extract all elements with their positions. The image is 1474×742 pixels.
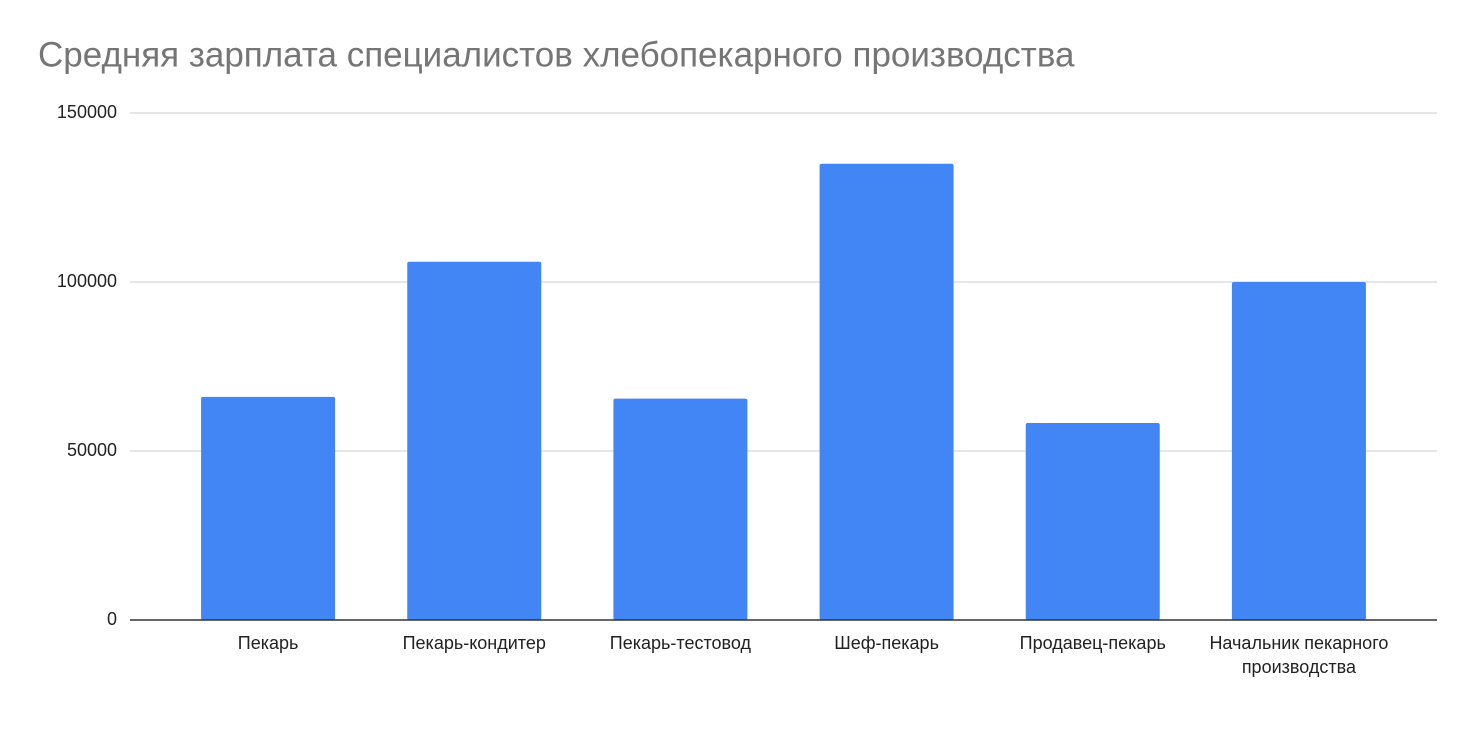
x-tick-label: Пекарь-тестовод (609, 633, 751, 653)
bar (1231, 282, 1366, 620)
x-tick-label: Пекарь-кондитер (402, 633, 546, 653)
chart-title: Средняя зарплата специалистов хлебопекар… (38, 35, 1075, 74)
x-tick-label: Пекарь (237, 633, 299, 653)
bar (613, 398, 748, 620)
x-tick-label: Шеф-пекарь (834, 633, 939, 653)
bar (819, 163, 954, 620)
y-tick-label: 100000 (57, 271, 117, 291)
bar (201, 396, 336, 620)
y-tick-label: 50000 (67, 440, 117, 460)
x-tick-label: Продавец-пекарь (1019, 633, 1166, 653)
y-tick-label: 150000 (57, 102, 117, 122)
bar (1025, 422, 1160, 620)
x-tick-label: Начальник пекарного производства (1209, 633, 1389, 677)
bar (407, 261, 542, 620)
y-tick-label: 0 (107, 609, 117, 629)
